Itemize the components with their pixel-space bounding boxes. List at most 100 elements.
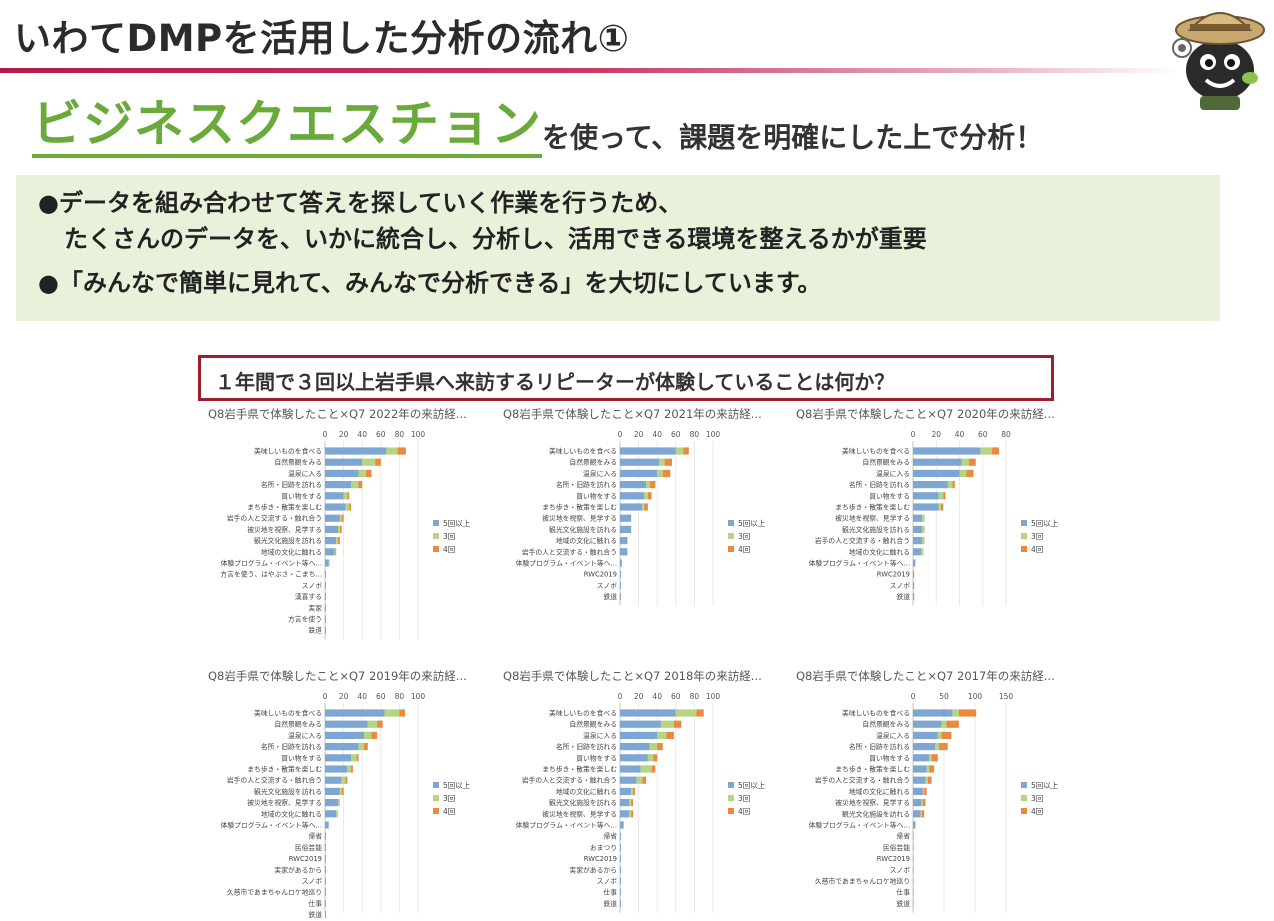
category-label: 地域の文化に触れる (261, 809, 322, 818)
legend-swatch (728, 795, 734, 801)
bar-segment (924, 787, 927, 795)
category-label: スノボ (302, 582, 323, 590)
category-label: 体験プログラム・イベント等へ... (516, 559, 617, 568)
legend-swatch (433, 533, 439, 539)
bar-segment (325, 570, 326, 578)
legend-label: 5回以上 (443, 519, 471, 528)
chart-2017: Q8岩手県で体験したこと×Q7 2017年の来訪経... 0 50 100 150 美味し… (793, 667, 1083, 917)
tick-label: 80 (395, 692, 405, 701)
bar-segment (913, 447, 981, 455)
bar-segment (913, 821, 916, 829)
bar-segment (325, 731, 365, 739)
bar-segment (662, 469, 671, 477)
bar-segment (325, 604, 326, 612)
category-label: 帰省 (308, 832, 322, 841)
legend-label: 4回 (443, 545, 455, 554)
headline-rest: を使って、課題を明確にした上で分析！ (542, 121, 1044, 154)
bar-segment (636, 776, 643, 784)
bar-segment (980, 447, 993, 455)
category-label: 温泉に入る (876, 469, 910, 478)
category-label: 買い物をする (576, 753, 617, 762)
tick-label: 0 (911, 692, 916, 701)
bullet-mark: ● (38, 189, 59, 217)
legend-label: 4回 (1031, 807, 1043, 816)
category-label: 被災地を視察、見学する (835, 798, 910, 807)
category-label: 帰省 (603, 832, 617, 841)
legend-label: 3回 (1031, 794, 1043, 803)
bar-segment (922, 799, 926, 807)
bar-segment (620, 581, 621, 589)
bar-segment (913, 525, 923, 533)
category-label: 温泉に入る (876, 731, 910, 740)
bar-segment (913, 799, 922, 807)
bar-segment (620, 877, 621, 885)
page-title: いわてDMPを活用した分析の流れ① (14, 17, 630, 60)
legend-swatch (1021, 808, 1027, 814)
category-label: 漢喜する (295, 592, 322, 601)
category-label: 買い物をする (869, 753, 910, 762)
tick-label: 60 (376, 430, 386, 439)
bar-segment (931, 754, 938, 762)
headline-emphasis: ビジネスクエスチョン (32, 96, 542, 158)
bar-segment (959, 469, 967, 477)
category-label: 地域の文化に触れる (556, 536, 617, 545)
bar-segment (325, 843, 326, 851)
bar-segment (647, 754, 654, 762)
bar-segment (325, 593, 326, 601)
bar-segment (913, 492, 939, 500)
chart-svg: Q8岩手県で体験したこと×Q7 2021年の来訪経... 0 20 40 60 80 100… (503, 407, 766, 606)
legend-label: 4回 (738, 807, 750, 816)
bar-segment (339, 514, 342, 522)
bar-segment (941, 720, 947, 728)
category-label: スノボ (597, 878, 618, 886)
category-label: 久慈市であまちゃんロケ地巡り (227, 888, 322, 897)
category-label: おまつり (590, 844, 617, 852)
bar-segment (375, 458, 381, 466)
category-label: 美味しいものを食べる (842, 447, 910, 456)
category-label: 仕事 (896, 888, 910, 897)
bar-segment (620, 866, 621, 874)
legend-swatch (728, 533, 734, 539)
tick-label: 40 (652, 692, 662, 701)
category-label: 観光文化施設を訪れる (549, 798, 617, 807)
tick-label: 150 (999, 692, 1014, 701)
bar-segment (966, 469, 974, 477)
bar-segment (347, 765, 352, 773)
category-label: 体験プログラム・イベント等へ... (221, 559, 322, 568)
bar-segment (653, 754, 658, 762)
category-label: RWC2019 (289, 855, 322, 863)
bar-segment (913, 731, 938, 739)
bar-segment (399, 709, 405, 717)
bar-segment (351, 481, 359, 489)
category-label: 美味しいものを食べる (254, 709, 322, 718)
tick-label: 60 (671, 430, 681, 439)
legend-swatch (1021, 782, 1027, 788)
category-label: 自然景観をみる (274, 458, 322, 467)
legend-swatch (728, 808, 734, 814)
headline: ビジネスクエスチョンを使って、課題を明確にした上で分析！ (32, 96, 1043, 158)
bar-segment (325, 447, 387, 455)
bar-segment (922, 787, 925, 795)
bar-segment (961, 458, 969, 466)
bar-segment (377, 720, 383, 728)
category-label: まち歩き・散策を楽しむ (542, 765, 617, 774)
bar-segment (666, 731, 674, 739)
tick-label: 0 (323, 692, 328, 701)
bar-segment (325, 525, 339, 533)
legend-swatch (728, 520, 734, 526)
bar-segment (620, 754, 648, 762)
bar-segment (926, 765, 930, 773)
bar-segment (939, 743, 948, 751)
bar-segment (921, 548, 924, 556)
bar-segment (620, 810, 630, 818)
bar-segment (339, 525, 342, 533)
bar-segment (631, 787, 634, 795)
bar-segment (341, 514, 344, 522)
category-label: 被災地を視察、見学する (835, 514, 910, 523)
tick-label: 60 (376, 692, 386, 701)
category-label: 実家があるから (569, 865, 617, 874)
chart-svg: Q8岩手県で体験したこと×Q7 2019年の来訪経... 0 20 40 60 80 100… (208, 669, 471, 919)
title-divider (0, 68, 1180, 73)
category-label: 地域の文化に触れる (849, 547, 910, 556)
bar-segment (657, 743, 663, 751)
